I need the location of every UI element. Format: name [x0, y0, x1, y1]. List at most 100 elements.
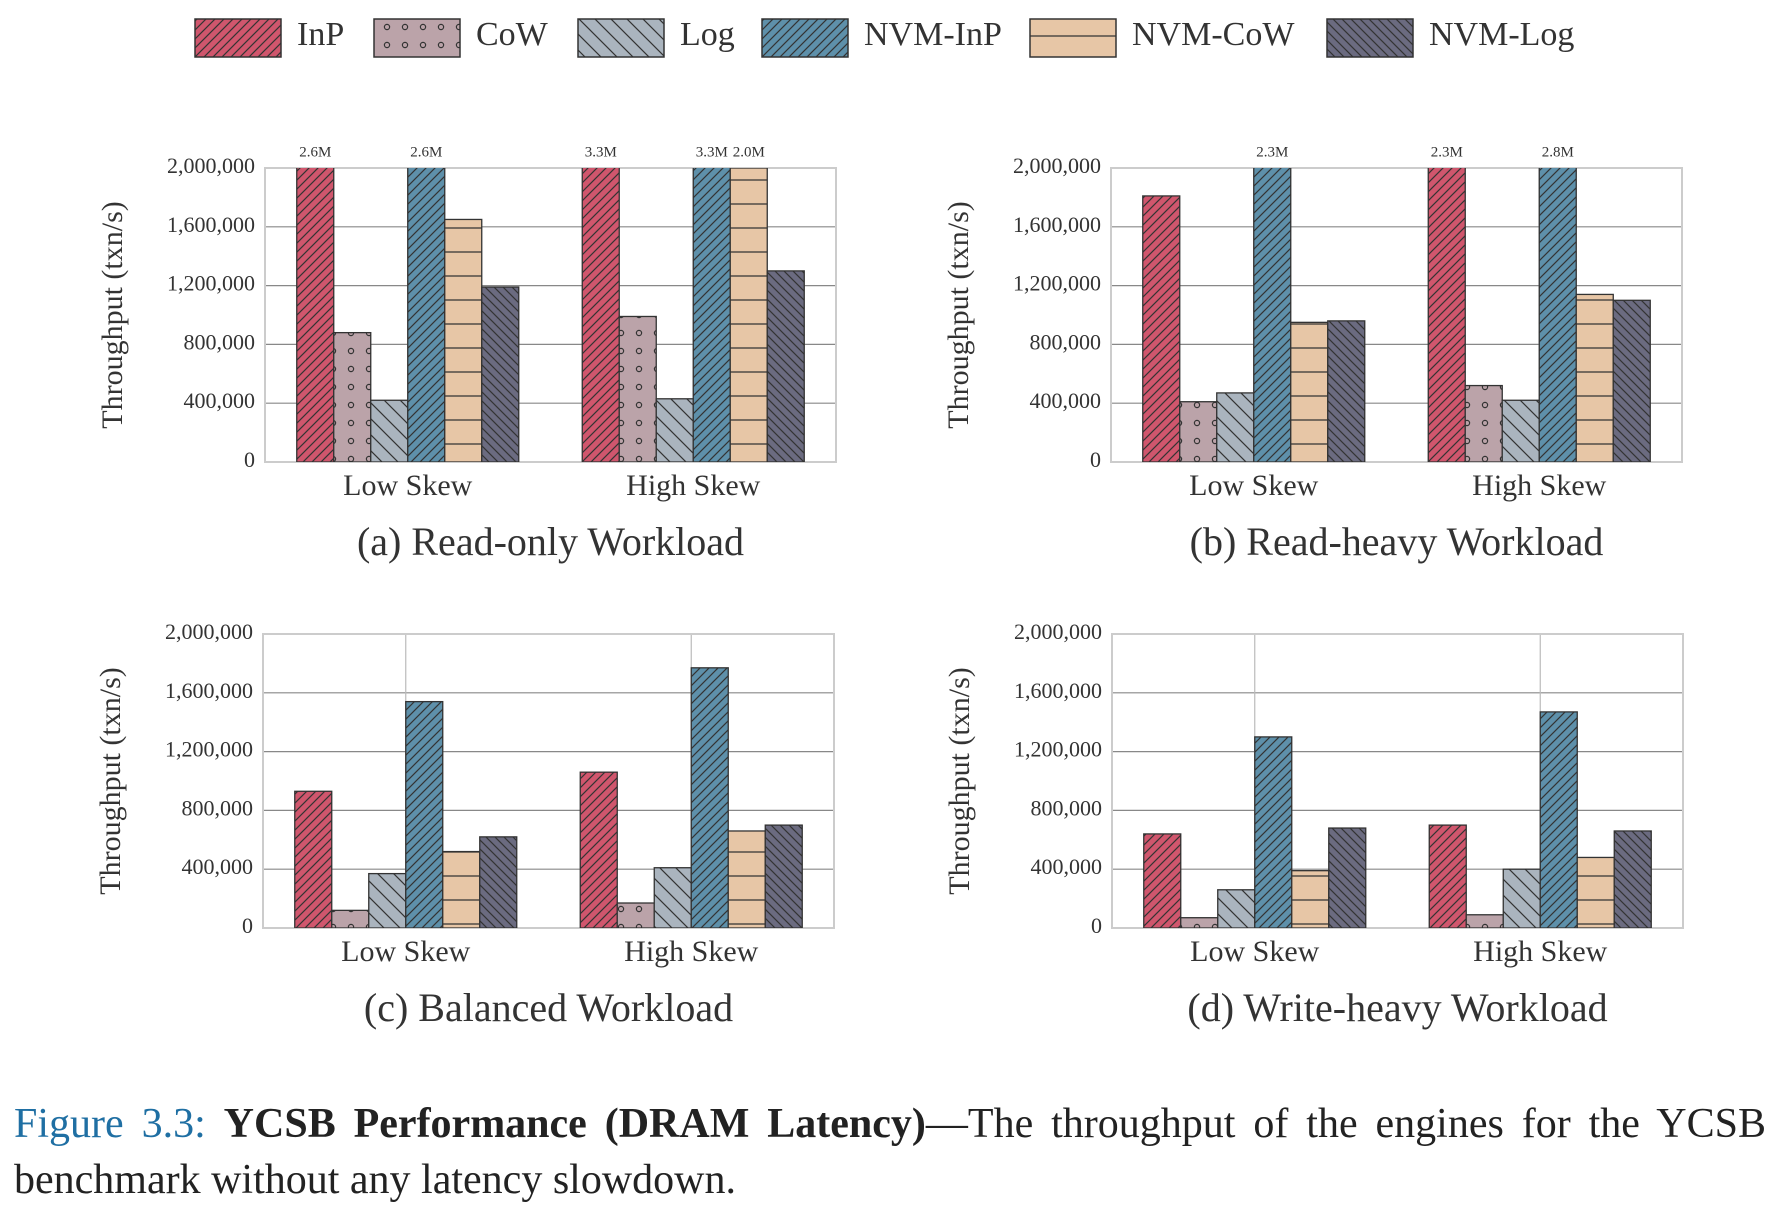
- bar: [481, 286, 520, 462]
- bar: [1464, 384, 1503, 462]
- y-tick-label: 1,600,000: [1014, 678, 1102, 703]
- y-axis-label: Throughput (txn/s): [942, 201, 975, 428]
- chart-title: (a) Read-only Workload: [357, 519, 744, 564]
- bar: [1290, 321, 1329, 462]
- x-tick-label: High Skew: [1472, 469, 1607, 502]
- bar: [479, 836, 518, 928]
- value-label: 2.6M: [299, 144, 331, 160]
- y-tick-label: 400,000: [184, 388, 256, 413]
- y-tick-label: 1,200,000: [1014, 737, 1102, 762]
- legend-label: InP: [297, 16, 344, 53]
- caption-bold: YCSB Performance (DRAM Latency): [223, 1101, 926, 1147]
- value-label: 3.3M: [696, 144, 728, 160]
- bar: [729, 168, 768, 462]
- chart-title: (c) Balanced Workload: [364, 985, 733, 1030]
- value-label: 2.3M: [1256, 144, 1288, 160]
- bar: [1576, 856, 1615, 928]
- bar: [296, 168, 335, 462]
- legend-label: Log: [680, 16, 735, 53]
- bar: [331, 909, 370, 928]
- y-tick-label: 1,200,000: [167, 271, 255, 296]
- y-axis-label: Throughput (txn/s): [94, 667, 127, 894]
- y-tick-label: 1,600,000: [167, 212, 255, 237]
- figure-caption: Figure 3.3: YCSB Performance (DRAM Laten…: [14, 1096, 1766, 1208]
- bar: [1179, 401, 1218, 462]
- bar: [1575, 293, 1614, 462]
- bar: [764, 824, 803, 928]
- y-tick-label: 2,000,000: [165, 619, 253, 644]
- bar: [1328, 827, 1367, 928]
- bar: [1428, 824, 1467, 928]
- legend-label: CoW: [476, 16, 549, 53]
- bar: [294, 790, 333, 928]
- bar: [370, 399, 409, 462]
- plot-frame: [264, 167, 837, 463]
- value-label: 2.6M: [410, 144, 442, 160]
- y-tick-label: 400,000: [182, 854, 254, 879]
- bar: [333, 331, 372, 462]
- bar: [1427, 168, 1466, 462]
- bar: [1465, 914, 1504, 928]
- y-tick-label: 800,000: [184, 329, 256, 354]
- plot-frame: [262, 633, 835, 929]
- x-tick-label: Low Skew: [341, 935, 470, 968]
- y-axis-label: Throughput (txn/s): [96, 201, 129, 428]
- bar: [579, 771, 618, 928]
- caption-label: Figure 3.3:: [14, 1101, 206, 1147]
- x-tick-label: Low Skew: [1190, 935, 1319, 968]
- legend-swatch: [1326, 18, 1414, 58]
- y-tick-label: 1,600,000: [1013, 212, 1101, 237]
- bar: [1502, 868, 1541, 928]
- y-tick-label: 2,000,000: [167, 153, 255, 178]
- y-tick-label: 800,000: [182, 795, 254, 820]
- y-tick-label: 800,000: [1030, 329, 1102, 354]
- y-tick-label: 0: [242, 913, 253, 938]
- value-label: 2.8M: [1542, 144, 1574, 160]
- bar: [653, 867, 692, 928]
- plot-frame: [1111, 633, 1684, 929]
- bar: [1501, 399, 1540, 462]
- value-label: 2.0M: [733, 144, 765, 160]
- y-tick-label: 2,000,000: [1013, 153, 1101, 178]
- plot-frame: [1110, 167, 1683, 463]
- bar: [1539, 711, 1578, 928]
- figure: InP CoW Log NVM-InP NVM-CoW NVM-Log 0 400,000 80…: [94, 16, 1684, 1030]
- x-tick-label: High Skew: [1473, 935, 1608, 968]
- bar: [1253, 168, 1292, 462]
- bar: [405, 700, 444, 928]
- y-tick-label: 0: [1091, 913, 1102, 938]
- bar: [616, 902, 655, 928]
- caption-text: —The throughput of the engines for the Y…: [14, 1101, 1767, 1203]
- legend-swatch: [761, 18, 849, 58]
- y-tick-label: 0: [1090, 447, 1101, 472]
- bar: [1217, 889, 1256, 928]
- bar: [766, 270, 805, 462]
- y-tick-label: 0: [244, 447, 255, 472]
- bar: [368, 872, 407, 928]
- legend-label: NVM-Log: [1429, 16, 1574, 53]
- legend-swatch: [194, 18, 282, 58]
- bar: [1538, 168, 1577, 462]
- bar: [618, 315, 657, 462]
- value-label: 2.3M: [1431, 144, 1463, 160]
- x-tick-label: High Skew: [624, 935, 759, 968]
- bar: [692, 168, 731, 462]
- bar: [1291, 870, 1330, 928]
- bar: [1612, 299, 1651, 462]
- chart-title: (b) Read-heavy Workload: [1190, 519, 1604, 564]
- bar: [581, 168, 620, 462]
- bar: [1216, 392, 1255, 462]
- x-tick-label: Low Skew: [1189, 469, 1318, 502]
- bar: [444, 218, 483, 462]
- y-tick-label: 1,200,000: [1013, 271, 1101, 296]
- y-tick-label: 400,000: [1030, 388, 1102, 413]
- x-tick-label: High Skew: [626, 469, 761, 502]
- y-tick-label: 1,600,000: [165, 678, 253, 703]
- bar: [407, 168, 446, 462]
- bar: [655, 398, 694, 462]
- y-tick-label: 800,000: [1031, 795, 1103, 820]
- bar: [1254, 736, 1293, 928]
- bar: [1143, 833, 1182, 928]
- bar: [442, 850, 481, 928]
